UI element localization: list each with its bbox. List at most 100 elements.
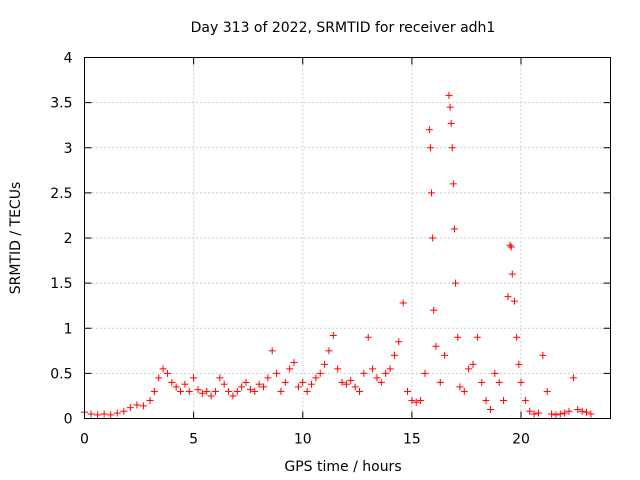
data-point (446, 103, 454, 111)
data-point (255, 380, 263, 388)
data-point (281, 378, 289, 386)
x-tick-labels: 0 5 10 15 20 (80, 432, 530, 448)
data-point (373, 374, 381, 382)
y-tick-labels: 0 0.5 1 1.5 2 2.5 3 3.5 4 (50, 51, 72, 428)
axis-ticks (84, 57, 611, 419)
data-point (294, 383, 302, 391)
data-point (506, 241, 514, 249)
data-point (159, 365, 167, 373)
data-point (286, 365, 294, 373)
data-point (238, 383, 246, 391)
data-point (447, 119, 455, 127)
y-tick-label: 2 (64, 231, 73, 247)
grid-lines (84, 57, 611, 419)
data-point (486, 405, 494, 413)
data-point (307, 380, 315, 388)
data-point (268, 347, 276, 355)
data-point (574, 405, 582, 413)
data-point (316, 369, 324, 377)
data-point (203, 387, 211, 395)
data-point (429, 234, 437, 242)
data-point (552, 411, 560, 419)
data-point (364, 333, 372, 341)
data-point (561, 409, 569, 417)
data-point (133, 401, 141, 409)
data-point (290, 359, 298, 367)
data-point (251, 387, 259, 395)
data-point (495, 378, 503, 386)
x-tick-label: 5 (189, 432, 198, 448)
data-point (521, 396, 529, 404)
y-tick-label: 3.5 (50, 96, 72, 112)
data-point (347, 377, 355, 385)
data-point (113, 409, 121, 417)
data-point (87, 410, 95, 418)
y-tick-label: 1.5 (50, 276, 72, 292)
data-point (120, 407, 128, 415)
data-point (469, 360, 477, 368)
data-point (321, 360, 329, 368)
data-point (530, 410, 538, 418)
data-point (425, 126, 433, 134)
data-point (449, 180, 457, 188)
data-point (242, 378, 250, 386)
data-point (582, 408, 590, 416)
data-point (441, 351, 449, 359)
data-point (246, 386, 254, 394)
data-point (534, 409, 542, 417)
data-point (360, 369, 368, 377)
data-point (163, 369, 171, 377)
data-point (146, 396, 154, 404)
data-point (404, 387, 412, 395)
data-point (303, 387, 311, 395)
data-point (569, 374, 577, 382)
data-point (382, 369, 390, 377)
data-point (299, 378, 307, 386)
data-point (430, 306, 438, 314)
data-point (399, 299, 407, 307)
data-point (334, 365, 342, 373)
data-point (264, 374, 272, 382)
data-point (510, 297, 518, 305)
data-point (150, 387, 158, 395)
x-tick-label: 20 (512, 432, 530, 448)
y-axis-label: SRMTID / TECUs (8, 182, 24, 295)
y-tick-label: 3 (64, 141, 73, 157)
y-tick-label: 1 (64, 321, 73, 337)
y-tick-label: 0.5 (50, 366, 72, 382)
data-point (517, 378, 525, 386)
data-point (556, 410, 564, 418)
x-tick-label: 10 (294, 432, 312, 448)
data-point (233, 387, 241, 395)
data-point (515, 360, 523, 368)
y-tick-label: 0 (64, 412, 73, 428)
data-point (386, 365, 394, 373)
data-point (428, 189, 436, 197)
data-point (587, 410, 595, 418)
data-point (412, 398, 420, 406)
data-point (338, 378, 346, 386)
data-point (452, 279, 460, 287)
data-point (408, 396, 416, 404)
data-point (229, 392, 237, 400)
data-point (225, 387, 233, 395)
data-point (465, 365, 473, 373)
data-point (432, 342, 440, 350)
data-point (504, 293, 512, 301)
data-point (369, 365, 377, 373)
data-point (508, 270, 516, 278)
data-point (473, 333, 481, 341)
x-tick-label: 15 (403, 432, 421, 448)
data-point (126, 404, 134, 412)
data-point (190, 374, 198, 382)
data-points (81, 91, 595, 419)
data-point (491, 369, 499, 377)
data-point (548, 410, 556, 418)
plot-frame (84, 57, 611, 419)
chart-title: Day 313 of 2022, SRMTID for receiver adh… (191, 20, 496, 36)
data-point (478, 378, 486, 386)
data-point (342, 380, 350, 388)
data-point (351, 383, 359, 391)
data-point (377, 378, 385, 386)
